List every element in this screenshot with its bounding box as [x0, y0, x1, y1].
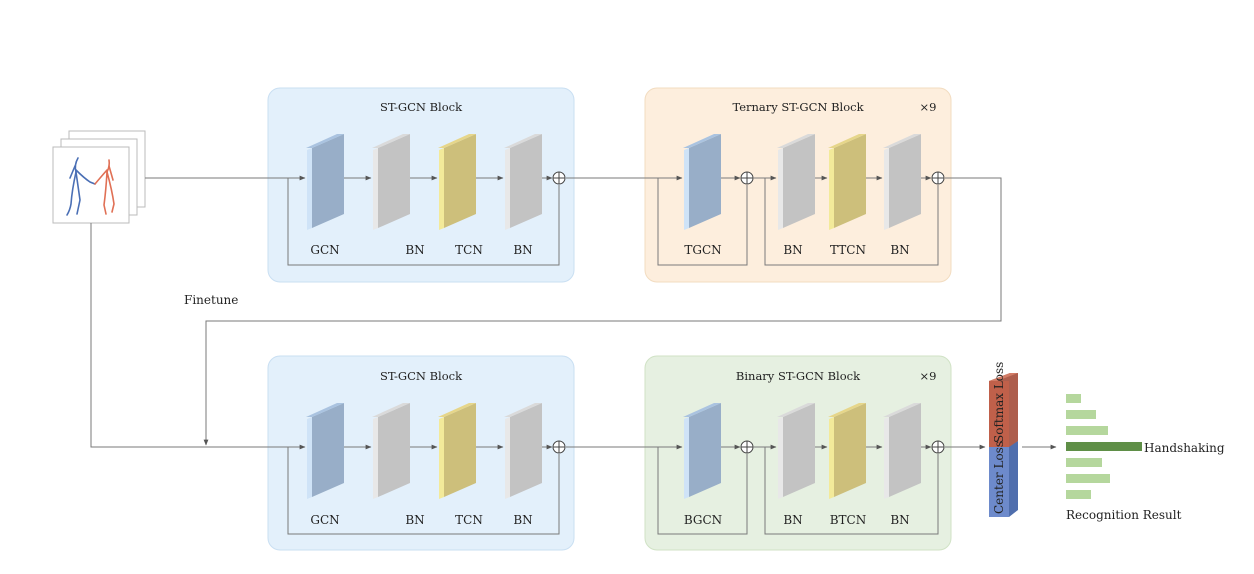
ternary-bn2-layer: [883, 134, 921, 230]
softmax-loss-label: Softmax Loss: [992, 362, 1006, 443]
top-stgcn-bn2-label: BN: [513, 243, 532, 257]
result-bar: [1066, 426, 1108, 435]
result-bar: [1066, 410, 1096, 419]
ternary-repeat-label: ×9: [920, 100, 937, 114]
ternary-residual-add-2: [931, 171, 945, 185]
ternary-block-title: Ternary ST-GCN Block: [732, 100, 864, 114]
binary-block-title: Binary ST-GCN Block: [736, 369, 861, 383]
skeleton-input-frames: [52, 130, 146, 224]
stgcn-block-title-bottom: ST-GCN Block: [380, 369, 463, 383]
result-bar: [1066, 394, 1081, 403]
loss-block: Softmax Loss Center Loss: [989, 362, 1018, 517]
top-stgcn-gcn-label: GCN: [310, 243, 339, 257]
result-bar-highlight: [1066, 442, 1142, 451]
softmax-loss-segment: [989, 381, 1009, 447]
bottom-stgcn-bn2-label: BN: [513, 513, 532, 527]
binary-repeat-label: ×9: [920, 369, 937, 383]
person-blue-skeleton: [66, 157, 96, 216]
bottom-stgcn-bn-layer: [372, 403, 410, 499]
ternary-tcn-layer: [828, 134, 866, 230]
result-bar: [1066, 458, 1102, 467]
binary-gcn-label: BGCN: [684, 513, 722, 527]
top-stgcn-bn-label: BN: [405, 243, 424, 257]
class-label: Handshaking: [1144, 441, 1225, 455]
binary-gcn-layer: [683, 403, 721, 499]
result-bar: [1066, 474, 1110, 483]
top-stgcn-bn-layer: [372, 134, 410, 230]
bottom-stgcn-gcn-layer: [306, 403, 344, 499]
binary-residual-add-1: [740, 440, 754, 454]
binary-bn2-layer: [883, 403, 921, 499]
top-stgcn-gcn-layer: [306, 134, 344, 230]
top-stgcn-bn2-layer: [504, 134, 542, 230]
ternary-bn-label: BN: [783, 243, 802, 257]
finetune-label: Finetune: [184, 293, 238, 307]
bottom-stgcn-bn-label: BN: [405, 513, 424, 527]
binary-bn-layer: [777, 403, 815, 499]
stgcn-block-panel-bottom: [267, 355, 575, 551]
center-loss-label: Center Loss: [992, 441, 1006, 514]
ternary-bn-layer: [777, 134, 815, 230]
recognition-result-bars: [1066, 394, 1142, 499]
top-stgcn-tcn-layer: [438, 134, 476, 230]
binary-tcn-layer: [828, 403, 866, 499]
binary-tcn-label: BTCN: [830, 513, 867, 527]
ternary-gcn-label: TGCN: [684, 243, 721, 257]
top-stgcn-tcn-label: TCN: [455, 243, 483, 257]
ternary-gcn-layer: [683, 134, 721, 230]
stgcn-block-panel-top: [267, 87, 575, 283]
bottom-stgcn-residual-add: [552, 440, 566, 454]
bottom-stgcn-tcn-label: TCN: [455, 513, 483, 527]
result-bar: [1066, 490, 1091, 499]
binary-residual-add-2: [931, 440, 945, 454]
bottom-stgcn-tcn-layer: [438, 403, 476, 499]
binary-bn2-label: BN: [890, 513, 909, 527]
ternary-bn2-label: BN: [890, 243, 909, 257]
stgcn-block-title-top: ST-GCN Block: [380, 100, 463, 114]
top-stgcn-residual-add: [552, 171, 566, 185]
recognition-result-caption: Recognition Result: [1066, 508, 1182, 522]
ternary-tcn-label: TTCN: [830, 243, 866, 257]
bottom-stgcn-bn2-layer: [504, 403, 542, 499]
center-loss-segment: [989, 447, 1009, 517]
binary-bn-label: BN: [783, 513, 802, 527]
person-red-skeleton: [94, 159, 115, 215]
ternary-residual-add-1: [740, 171, 754, 185]
bottom-stgcn-gcn-label: GCN: [310, 513, 339, 527]
